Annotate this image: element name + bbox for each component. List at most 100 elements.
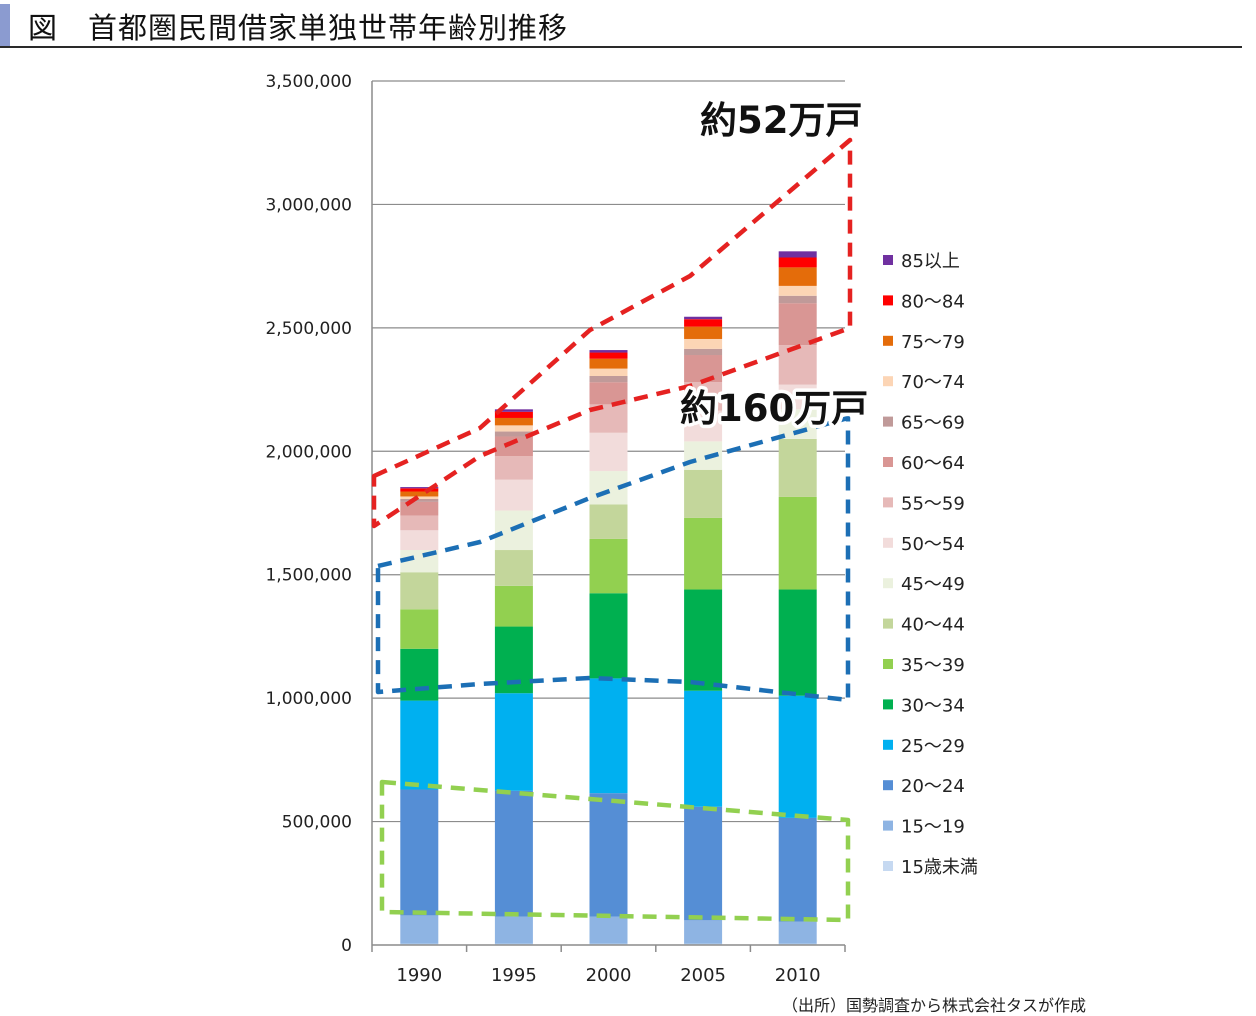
- legend-label: 40～44: [901, 615, 965, 636]
- bar-segment: [589, 368, 628, 376]
- legend-swatch: [883, 659, 893, 669]
- legend: 85以上 80～84 75～79 70～74 65～69 60～64 55～59 50～54 4…: [883, 251, 978, 878]
- y-tick-label: 2,500,000: [265, 319, 352, 339]
- bar-segment: [494, 456, 533, 480]
- y-tick-label: 1,000,000: [265, 689, 352, 709]
- axis-layer: 0 500,000 1,000,000 1,500,000 2,000,000 2,500…: [265, 72, 846, 986]
- legend-label: 15～19: [901, 817, 965, 838]
- legend-label: 55～59: [901, 493, 965, 514]
- source-note: （出所）国勢調査から株式会社タスが作成: [782, 996, 1087, 1015]
- bar-segment: [494, 916, 533, 944]
- bar-segment: [778, 921, 817, 944]
- y-tick-label: 3,000,000: [265, 195, 352, 215]
- legend-swatch: [883, 739, 893, 750]
- bar-segment: [589, 375, 628, 383]
- legend-swatch: [883, 820, 893, 831]
- bar-segment: [684, 319, 723, 327]
- middle-group-highlight: [375, 415, 851, 703]
- legend-swatch: [883, 335, 893, 346]
- bar-segment: [400, 498, 439, 502]
- bars-layer: [400, 251, 817, 945]
- legend-label: 35～39: [901, 655, 965, 676]
- bar-segment: [778, 438, 817, 497]
- bar-segment: [589, 793, 628, 917]
- legend-swatch: [883, 255, 893, 265]
- bar-segment: [684, 920, 723, 944]
- lower-group-highlight: [379, 779, 851, 923]
- bar-segment: [589, 352, 628, 359]
- bar-segment: [400, 789, 439, 916]
- legend-swatch: [883, 861, 893, 871]
- bar-segment: [494, 693, 533, 791]
- top-group-label: 約52万戸: [700, 99, 863, 142]
- bar-segment: [589, 593, 628, 679]
- bar-segment: [684, 338, 723, 349]
- legend-label: 50～54: [901, 534, 965, 555]
- bar-segment: [400, 530, 439, 551]
- legend-swatch: [883, 376, 893, 387]
- legend-label: 70～74: [901, 372, 965, 393]
- bar-segment: [589, 358, 628, 369]
- legend-label: 25～29: [901, 736, 965, 757]
- bar-segment: [778, 303, 817, 346]
- legend-label: 45～49: [901, 574, 965, 595]
- top-group-highlight: [371, 137, 853, 529]
- bar-segment: [400, 700, 439, 790]
- bar-segment: [684, 410, 723, 442]
- middle-group-label: 約160万戸: [680, 387, 868, 430]
- legend-swatch: [883, 497, 893, 508]
- legend-swatch: [883, 537, 893, 548]
- bar-segment: [684, 355, 723, 383]
- x-tick-label: 2010: [775, 965, 821, 986]
- y-tick-label: 500,000: [282, 813, 352, 833]
- bar-segment: [589, 678, 628, 794]
- legend-swatch: [883, 618, 893, 629]
- header-divider: [0, 46, 1242, 48]
- bar-segment: [400, 648, 439, 701]
- legend-swatch: [883, 578, 893, 589]
- bar-segment: [684, 690, 723, 807]
- bar-segment: [589, 382, 628, 405]
- bar-segment: [778, 496, 817, 590]
- bar-segment: [778, 257, 817, 268]
- bar-segment: [494, 585, 533, 627]
- bar-segment: [400, 609, 439, 649]
- bar-segment: [400, 487, 439, 489]
- bar-segment: [494, 425, 533, 432]
- bar-segment: [494, 431, 533, 437]
- bar-segment: [684, 589, 723, 691]
- bar-segment: [589, 538, 628, 594]
- legend-label: 75～79: [901, 332, 965, 353]
- legend-label: 20～24: [901, 776, 965, 797]
- legend-swatch: [883, 416, 893, 427]
- page-title: 図 首都圏民間借家単独世帯年齢別推移: [28, 11, 569, 45]
- bar-segment: [400, 491, 439, 497]
- bar-segment: [684, 469, 723, 518]
- bar-segment: [589, 504, 628, 539]
- bar-segment: [778, 295, 817, 304]
- bar-segment: [778, 345, 817, 385]
- legend-label: 60～64: [901, 453, 965, 474]
- bar-segment: [494, 409, 533, 412]
- bar-segment: [778, 817, 817, 922]
- bar-segment: [494, 790, 533, 917]
- bar-segment: [778, 384, 817, 410]
- bar-segment: [494, 436, 533, 457]
- bar-segment: [589, 350, 628, 353]
- y-tick-label: 2,000,000: [265, 442, 352, 462]
- legend-label: 65～69: [901, 413, 965, 434]
- y-tick-label: 0: [341, 936, 352, 956]
- bar-segment: [494, 417, 533, 426]
- bar-segment: [400, 501, 439, 516]
- bar-segment: [400, 572, 439, 610]
- legend-label: 15歳未満: [901, 857, 978, 878]
- x-tick-label: 2005: [680, 965, 726, 986]
- bar-segment: [400, 515, 439, 531]
- bar-segment: [589, 916, 628, 944]
- annotation-layer: 約52万戸 約160万戸: [371, 96, 872, 923]
- legend-swatch: [883, 295, 893, 306]
- bar-segment: [684, 517, 723, 590]
- bar-segment: [778, 695, 817, 818]
- x-tick-label: 2000: [586, 965, 632, 986]
- bar-segment: [778, 267, 817, 286]
